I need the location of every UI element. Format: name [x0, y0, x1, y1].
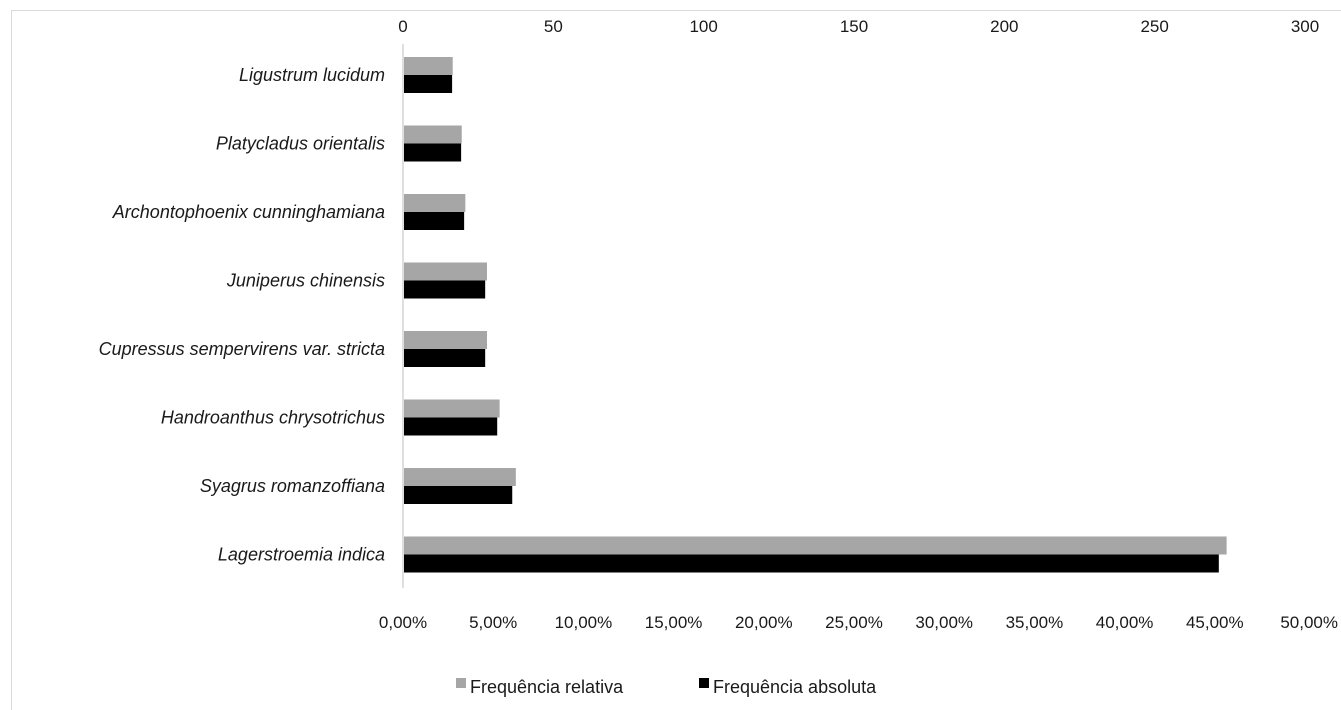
- bar-frequencia-relativa: [404, 536, 1227, 555]
- bar-frequencia-absoluta: [404, 349, 486, 367]
- bar-frequencia-absoluta: [404, 143, 462, 162]
- bottom-tick-label: 45,00%: [1186, 613, 1244, 632]
- bar-frequencia-absoluta: [404, 75, 453, 93]
- bottom-tick-label: 30,00%: [915, 613, 973, 632]
- category-label: Syagrus romanzoffiana: [200, 476, 385, 496]
- bar-frequencia-relativa: [404, 399, 500, 418]
- chart-frame: [11, 10, 1341, 710]
- bottom-tick-label: 5,00%: [469, 613, 517, 632]
- category-label: Handroanthus chrysotrichus: [161, 408, 385, 428]
- bar-frequencia-relativa: [404, 331, 487, 349]
- top-tick-label: 50: [544, 17, 563, 36]
- bar-frequencia-relativa: [404, 262, 487, 281]
- legend-swatch-relativa: [456, 678, 466, 688]
- bar-frequencia-relativa: [404, 57, 453, 75]
- bottom-axis: 0,00% 5,00% 10,00% 15,00% 20,00% 25,00% 30,00%…: [379, 613, 1338, 632]
- category-labels: Ligustrum lucidum Platycladus orientalis A…: [99, 65, 385, 565]
- bar-frequencia-relativa: [404, 194, 466, 212]
- bottom-tick-label: 0,00%: [379, 613, 427, 632]
- bars: [404, 57, 1227, 573]
- bottom-tick-label: 20,00%: [735, 613, 793, 632]
- legend-label-absoluta: Frequência absoluta: [713, 677, 877, 697]
- category-label: Archontophoenix cunninghamiana: [112, 202, 385, 222]
- bar-frequencia-absoluta: [404, 554, 1219, 573]
- bar-frequencia-absoluta: [404, 486, 513, 504]
- top-tick-label: 0: [398, 17, 407, 36]
- category-label: Ligustrum lucidum: [239, 65, 385, 85]
- bar-frequencia-absoluta: [404, 417, 498, 436]
- category-label: Juniperus chinensis: [226, 271, 385, 291]
- top-tick-label: 200: [990, 17, 1018, 36]
- bottom-tick-label: 50,00%: [1280, 613, 1338, 632]
- legend: Frequência relativa Frequência absoluta: [456, 677, 877, 697]
- top-tick-label: 150: [840, 17, 868, 36]
- bottom-tick-label: 40,00%: [1096, 613, 1154, 632]
- bar-frequencia-absoluta: [404, 212, 465, 230]
- bottom-tick-label: 25,00%: [825, 613, 883, 632]
- bar-frequencia-absoluta: [404, 280, 486, 299]
- bar-frequencia-relativa: [404, 468, 516, 486]
- legend-label-relativa: Frequência relativa: [470, 677, 624, 697]
- bottom-tick-label: 15,00%: [645, 613, 703, 632]
- bottom-tick-label: 35,00%: [1006, 613, 1064, 632]
- category-label: Platycladus orientalis: [216, 134, 385, 154]
- top-tick-label: 100: [689, 17, 717, 36]
- bottom-tick-label: 10,00%: [555, 613, 613, 632]
- category-label: Lagerstroemia indica: [218, 545, 385, 565]
- legend-swatch-absoluta: [699, 678, 709, 688]
- top-tick-label: 300: [1291, 17, 1319, 36]
- top-axis: 0 50 100 150 200 250 300: [398, 17, 1319, 36]
- category-label: Cupressus sempervirens var. stricta: [99, 339, 385, 359]
- top-tick-label: 250: [1140, 17, 1168, 36]
- bar-frequencia-relativa: [404, 125, 462, 144]
